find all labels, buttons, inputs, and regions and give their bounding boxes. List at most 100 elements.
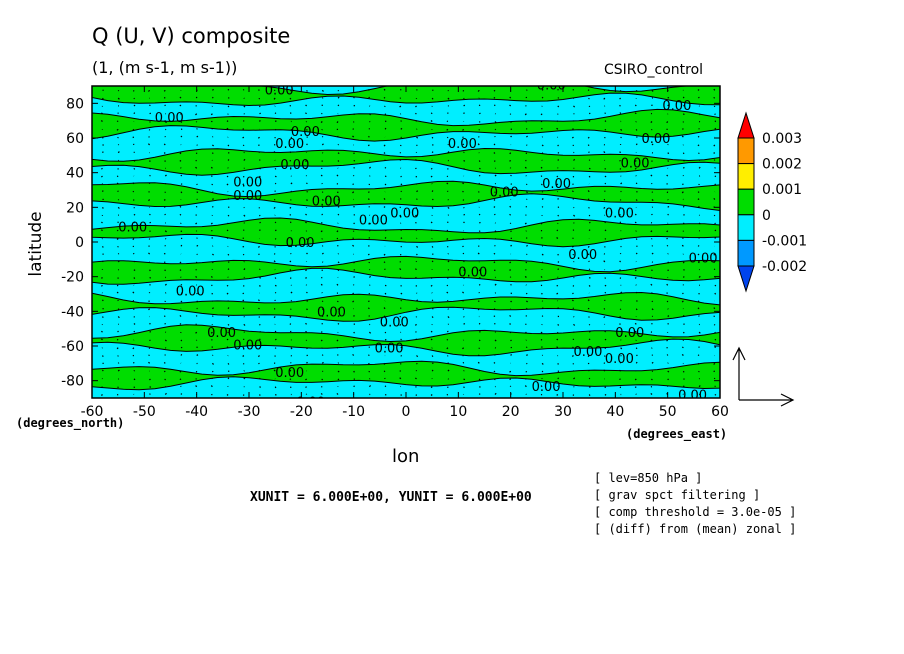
vector-mark xyxy=(149,221,152,224)
vector-mark xyxy=(541,152,544,154)
vector-mark xyxy=(635,252,638,255)
vector-mark xyxy=(588,97,590,100)
vector-mark xyxy=(368,113,372,116)
vector-mark xyxy=(415,120,418,122)
vector-mark xyxy=(463,160,466,162)
vector-mark xyxy=(149,393,151,395)
vector-mark xyxy=(463,378,466,381)
vector-mark xyxy=(274,291,277,294)
vector-mark xyxy=(101,355,104,358)
vector-mark xyxy=(556,120,559,122)
vector-mark xyxy=(494,128,497,131)
vector-mark xyxy=(180,121,183,123)
vector-mark xyxy=(667,96,670,99)
vector-mark xyxy=(509,96,512,99)
vector-mark xyxy=(352,300,355,303)
vector-mark xyxy=(463,323,466,325)
vector-mark xyxy=(243,158,246,161)
y-axis-ticks: 80 60 40 20 0 -20 -40 -60 -80 xyxy=(61,96,720,390)
vector-mark xyxy=(306,199,308,202)
vector-mark xyxy=(462,90,465,92)
vector-mark xyxy=(478,121,481,123)
vector-mark xyxy=(572,292,574,295)
contour-label: 0.00 xyxy=(280,158,309,173)
x-tick-label: 50 xyxy=(659,404,677,420)
vector-mark xyxy=(149,322,151,325)
vector-mark xyxy=(557,198,559,200)
vector-mark xyxy=(447,206,450,209)
vector-mark xyxy=(116,238,119,240)
vector-mark xyxy=(259,377,261,380)
colorbar-label: -0.002 xyxy=(762,259,807,275)
vector-mark xyxy=(714,113,716,115)
x-axis-label: lon xyxy=(392,446,420,467)
vector-mark xyxy=(384,166,387,169)
vector-mark xyxy=(463,277,465,279)
vector-mark xyxy=(698,166,701,169)
vector-mark xyxy=(588,330,591,333)
vector-mark xyxy=(541,307,544,310)
vector-mark xyxy=(604,229,607,232)
vector-mark xyxy=(196,354,199,356)
vector-mark xyxy=(479,221,481,224)
vector-mark xyxy=(493,315,496,318)
vector-mark xyxy=(399,113,402,115)
colorbar-segment xyxy=(737,163,755,190)
vector-mark xyxy=(100,120,103,122)
vector-mark xyxy=(698,96,700,99)
vector-mark xyxy=(133,104,136,107)
vector-mark xyxy=(227,307,230,310)
vector-mark xyxy=(227,362,230,365)
vector-mark xyxy=(337,160,340,162)
vector-mark xyxy=(588,268,591,271)
vector-mark xyxy=(462,182,465,185)
vector-mark xyxy=(572,346,574,349)
x-tick-label: -60 xyxy=(81,404,104,420)
vector-mark xyxy=(258,253,260,256)
vector-mark xyxy=(604,347,607,349)
contour-label: 0.00 xyxy=(689,252,718,267)
vector-mark xyxy=(212,144,214,147)
vector-mark xyxy=(619,260,622,263)
vector-mark xyxy=(321,252,324,255)
vector-mark xyxy=(163,206,166,208)
vector-mark xyxy=(383,370,386,373)
vector-mark xyxy=(635,238,638,240)
vector-mark xyxy=(462,143,465,146)
vector-mark xyxy=(619,168,622,170)
vector-mark xyxy=(446,347,449,350)
vector-mark xyxy=(163,261,166,264)
vector-mark xyxy=(101,112,103,115)
annotation-threshold: [ comp threshold = 3.0e-05 ] xyxy=(594,505,797,519)
vector-mark xyxy=(431,299,434,302)
vector-mark xyxy=(210,275,213,278)
vector-mark xyxy=(541,315,544,317)
vector-mark xyxy=(635,89,638,92)
vector-mark xyxy=(133,213,136,216)
vector-mark xyxy=(400,346,403,349)
vector-mark xyxy=(556,175,559,178)
vector-mark xyxy=(179,152,182,155)
vector-mark xyxy=(682,96,685,99)
vector-mark xyxy=(400,245,402,248)
vector-mark xyxy=(257,355,260,358)
contour-band xyxy=(92,108,720,142)
vector-mark xyxy=(446,175,449,178)
vector-mark xyxy=(556,394,559,396)
vector-mark xyxy=(321,354,324,356)
vector-mark xyxy=(682,276,685,278)
vector-mark xyxy=(650,121,653,124)
vector-mark xyxy=(463,316,465,318)
vector-mark xyxy=(196,346,198,349)
vector-mark xyxy=(620,347,623,350)
vector-mark xyxy=(556,338,559,341)
vector-mark xyxy=(259,330,261,333)
vector-mark xyxy=(399,377,402,380)
vector-mark xyxy=(102,97,104,100)
vector-mark xyxy=(463,269,466,271)
vector-mark xyxy=(635,182,638,185)
colorbar-segment xyxy=(737,239,755,267)
vector-mark xyxy=(258,105,261,108)
y-tick-label: 80 xyxy=(66,96,84,112)
vector-mark xyxy=(604,221,607,224)
